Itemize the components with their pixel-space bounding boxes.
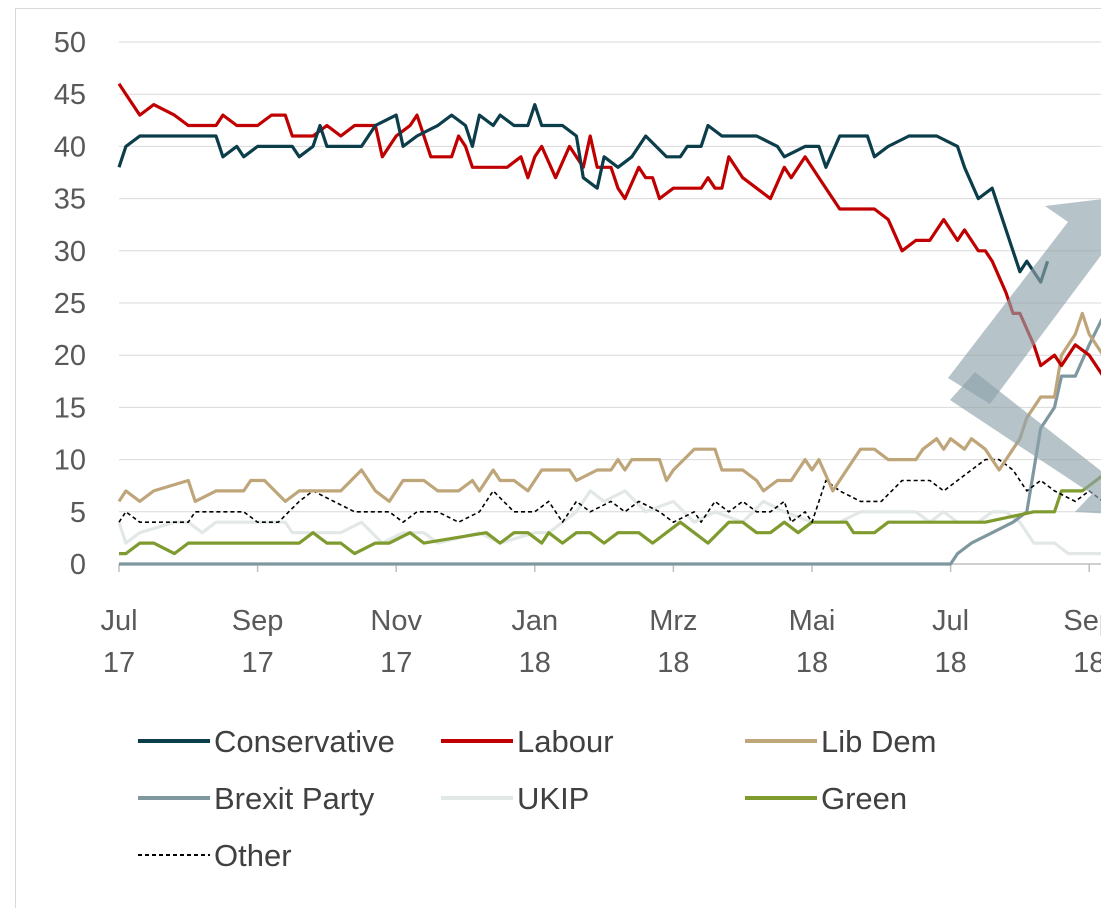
down-trend-arrow xyxy=(950,372,1101,514)
x-tick-label: Sep 17 xyxy=(232,605,284,679)
series-line-lib-dem xyxy=(117,311,1101,503)
gridlines xyxy=(119,41,1101,513)
x-tick-year: 18 xyxy=(1073,647,1101,679)
x-tick-month: Mrz xyxy=(649,605,697,637)
legend-label: Other xyxy=(214,838,292,873)
series-line-labour xyxy=(117,82,1101,376)
x-tick-year: 17 xyxy=(241,647,273,679)
y-tick-label: 10 xyxy=(54,445,86,477)
x-tick-month: Mai xyxy=(789,605,836,637)
y-tick-label: 15 xyxy=(54,392,86,424)
x-tick-label: Jan 18 xyxy=(511,605,558,679)
x-axis-ticks: Jul 17 Sep 17 Nov 17 Jan 18 Mrz 18 Mai 18 Jul 18 Sep 18… xyxy=(100,564,1101,679)
legend-label: Conservative xyxy=(214,724,395,759)
y-tick-label: 0 xyxy=(70,549,86,581)
y-tick-label: 20 xyxy=(54,340,86,372)
x-tick-year: 18 xyxy=(796,647,828,679)
legend-label: Lib Dem xyxy=(821,724,936,759)
x-tick-year: 18 xyxy=(934,647,966,679)
series-line-brexit-party xyxy=(119,317,1101,566)
legend-label: UKIP xyxy=(517,781,589,816)
x-tick-label: Jul 18 xyxy=(932,605,969,679)
chart-frame xyxy=(15,8,1101,908)
y-tick-label: 40 xyxy=(54,131,86,163)
x-tick-label: Mai 18 xyxy=(789,605,836,679)
series-line-conservative xyxy=(117,103,1050,284)
trend-arrows-annotation xyxy=(948,199,1101,514)
x-tick-year: 18 xyxy=(519,647,551,679)
x-tick-month: Nov xyxy=(370,605,422,637)
x-tick-label: Jul 17 xyxy=(100,605,137,679)
x-tick-year: 17 xyxy=(380,647,412,679)
legend-label: Labour xyxy=(517,724,614,759)
series-line-green xyxy=(119,474,1101,556)
legend: Conservative Labour Lib Dem Brexit Party UKI… xyxy=(138,724,936,873)
x-tick-label: Sep 18 xyxy=(1063,605,1101,679)
series-line-other xyxy=(118,458,1101,523)
legend-label: Green xyxy=(821,781,907,816)
legend-label: Brexit Party xyxy=(214,781,375,816)
y-tick-label: 5 xyxy=(70,497,86,529)
up-trend-arrow xyxy=(948,199,1101,404)
y-tick-label: 45 xyxy=(54,79,86,111)
x-tick-month: Jul xyxy=(100,605,137,637)
x-tick-label: Nov 17 xyxy=(370,605,422,679)
x-tick-month: Sep xyxy=(1063,605,1101,637)
series-lines xyxy=(117,82,1101,566)
y-tick-label: 30 xyxy=(54,236,86,268)
y-tick-label: 25 xyxy=(54,288,86,320)
x-tick-label: Mrz 18 xyxy=(649,605,697,679)
x-tick-month: Sep xyxy=(232,605,284,637)
y-tick-label: 35 xyxy=(54,184,86,216)
x-tick-month: Jul xyxy=(932,605,969,637)
x-tick-year: 17 xyxy=(103,647,135,679)
x-tick-year: 18 xyxy=(657,647,689,679)
x-tick-month: Jan xyxy=(511,605,558,637)
y-tick-label: 50 xyxy=(54,27,86,59)
